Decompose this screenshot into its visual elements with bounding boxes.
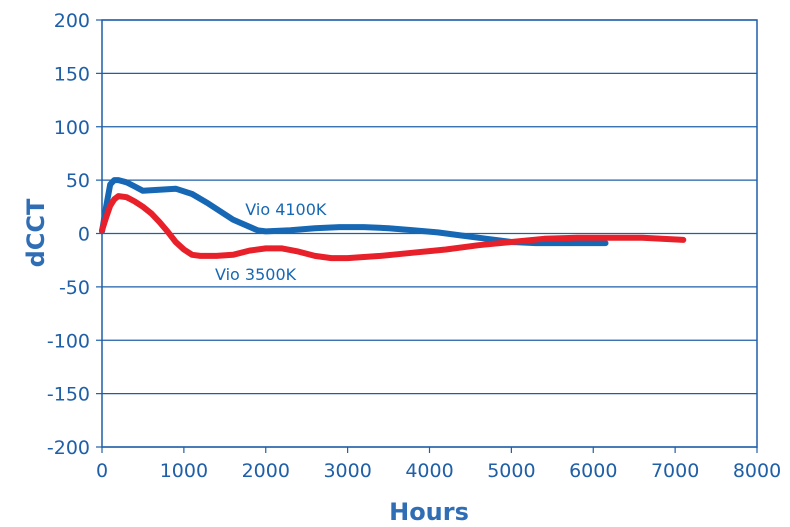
- x-tick-label: 3000: [323, 460, 371, 482]
- x-tick-label: 0: [96, 460, 108, 482]
- series-line-vio-4100k: [99, 177, 609, 247]
- x-tick-label: 6000: [569, 460, 617, 482]
- x-tick-label: 7000: [651, 460, 699, 482]
- y-tick-label: -100: [47, 330, 90, 352]
- annotations: Vio 4100K Vio 3500K: [215, 200, 327, 284]
- x-tick-label: 4000: [405, 460, 453, 482]
- y-tick-label: 100: [54, 117, 90, 139]
- series-label: Vio 4100K: [245, 200, 327, 219]
- y-tick-label: -50: [59, 277, 90, 299]
- y-tick-label: 150: [54, 63, 90, 85]
- series-group: [99, 177, 687, 262]
- series-label: Vio 3500K: [215, 265, 297, 284]
- y-tick-label: -150: [47, 384, 90, 406]
- x-axis-title: Hours: [389, 498, 469, 526]
- y-axis-ticks: 200 150 100 50 0 -50 -100 -150 -200: [47, 10, 90, 459]
- x-tick-label: 8000: [733, 460, 781, 482]
- x-tick-label: 1000: [160, 460, 208, 482]
- series-line-vio-3500k: [99, 193, 687, 262]
- x-axis-ticks: 0 1000 2000 3000 4000 5000 6000 7000 8000: [96, 460, 781, 482]
- y-axis-title: dCCT: [22, 198, 50, 267]
- y-tick-label: -200: [47, 437, 90, 459]
- x-tick-label: 2000: [242, 460, 290, 482]
- y-tick-label: 0: [78, 224, 90, 246]
- y-tick-label: 200: [54, 10, 90, 32]
- y-tick-label: 50: [66, 170, 90, 192]
- x-tick-label: 5000: [487, 460, 535, 482]
